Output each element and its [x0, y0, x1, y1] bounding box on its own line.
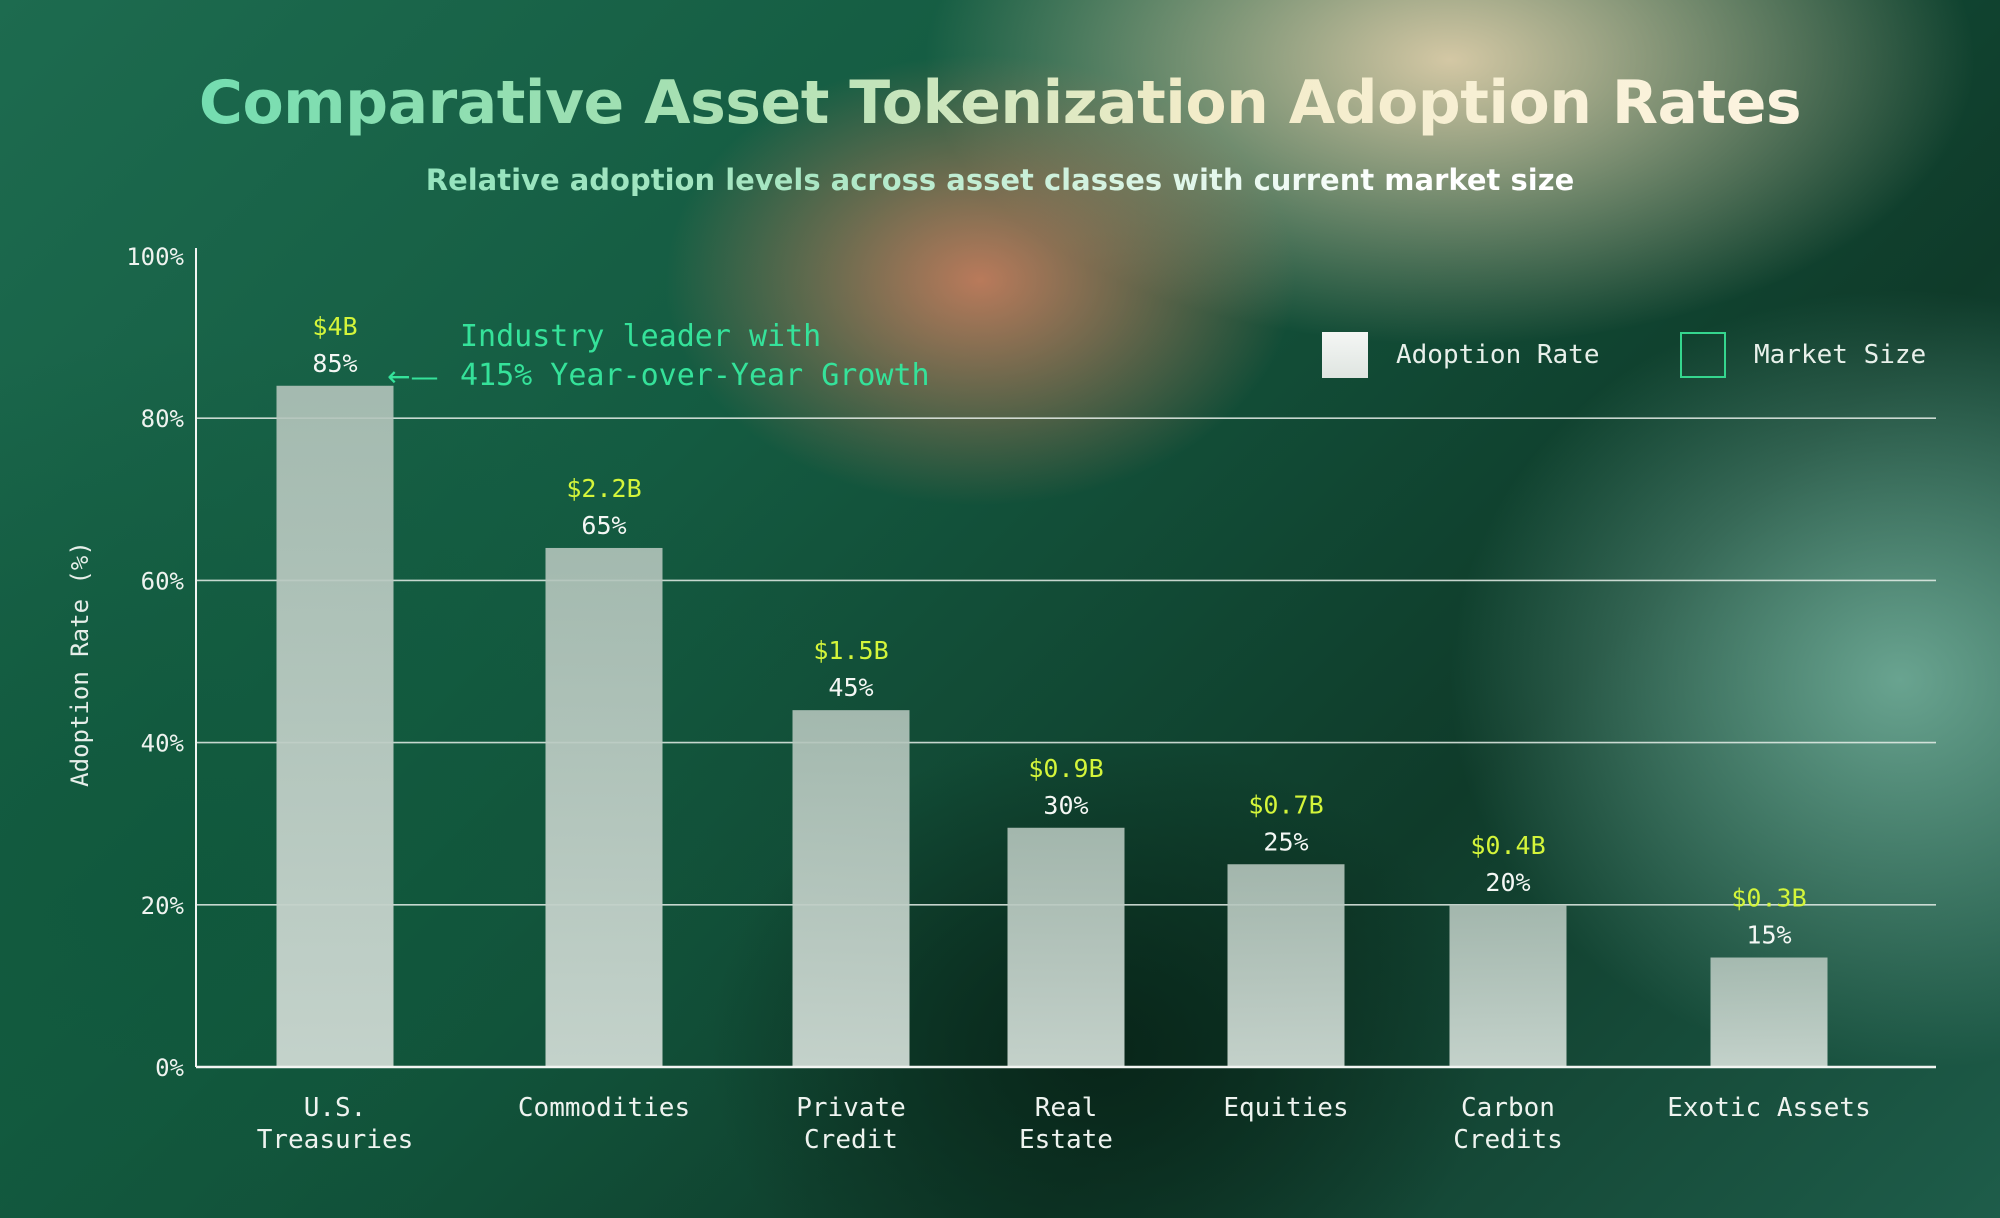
- adoption-value-label: 20%: [1485, 868, 1530, 897]
- x-tick-label: Commodities: [518, 1093, 690, 1123]
- annotation-line-1: Industry leader with: [460, 319, 821, 354]
- adoption-swatch: [1322, 332, 1368, 378]
- bar: [792, 710, 910, 1067]
- y-tick-label: 80%: [141, 405, 185, 433]
- x-tick-label: U.S. Treasuries: [257, 1093, 414, 1155]
- bar: [1007, 827, 1125, 1067]
- market-size-label: $4B: [312, 312, 357, 341]
- legend-market: Market Size: [1680, 330, 1926, 380]
- y-tick-label: 60%: [141, 567, 185, 595]
- chart-title: Comparative Asset Tokenization Adoption …: [0, 68, 2000, 138]
- legend-adoption: Adoption Rate: [1322, 330, 1600, 380]
- adoption-value-label: 45%: [828, 673, 873, 702]
- adoption-value-label: 85%: [312, 349, 357, 378]
- market-size-label: $0.3B: [1731, 884, 1806, 913]
- legend-market-label: Market Size: [1754, 340, 1927, 370]
- x-tick-label: Private Credit: [796, 1093, 906, 1155]
- y-tick-label: 40%: [141, 730, 185, 758]
- bars: [276, 385, 1828, 1067]
- market-size-label: $0.4B: [1470, 831, 1545, 860]
- adoption-value-label: 25%: [1263, 827, 1308, 856]
- axes: [195, 248, 1936, 1069]
- x-tick-label: Equities: [1223, 1093, 1348, 1123]
- y-tick-label: 20%: [141, 892, 185, 920]
- y-tick-label: 100%: [126, 243, 184, 271]
- annotation-arrow-icon: ←—: [387, 360, 438, 393]
- adoption-value-label: 65%: [581, 511, 626, 540]
- bar: [545, 547, 663, 1067]
- y-axis-label: Adoption Rate (%): [66, 541, 94, 787]
- bar: [1227, 864, 1345, 1067]
- y-tick-label: 0%: [155, 1054, 184, 1082]
- market-swatch: [1680, 332, 1726, 378]
- legend-adoption-label: Adoption Rate: [1396, 340, 1600, 370]
- market-size-label: $0.7B: [1248, 790, 1323, 819]
- annotation: Industry leader with 415% Year-over-Year …: [387, 319, 930, 393]
- bar: [276, 385, 394, 1067]
- x-tick-label: Exotic Assets: [1667, 1093, 1871, 1123]
- annotation-line-2: 415% Year-over-Year Growth: [460, 358, 930, 393]
- chart-subtitle: Relative adoption levels across asset cl…: [0, 163, 2000, 197]
- adoption-value-label: 30%: [1043, 791, 1088, 820]
- bar: [1710, 957, 1828, 1067]
- market-size-label: $0.9B: [1028, 754, 1103, 783]
- market-size-label: $2.2B: [566, 474, 641, 503]
- labels: 0% 20% 40% 60% 80% 100% 85% $4B U.S. Treasuries 65…: [126, 243, 1871, 1155]
- adoption-value-label: 15%: [1746, 921, 1791, 950]
- x-tick-label: Carbon Credits: [1453, 1093, 1563, 1155]
- x-tick-label: Real Estate: [1019, 1093, 1113, 1155]
- market-size-label: $1.5B: [813, 636, 888, 665]
- bar: [1449, 904, 1567, 1067]
